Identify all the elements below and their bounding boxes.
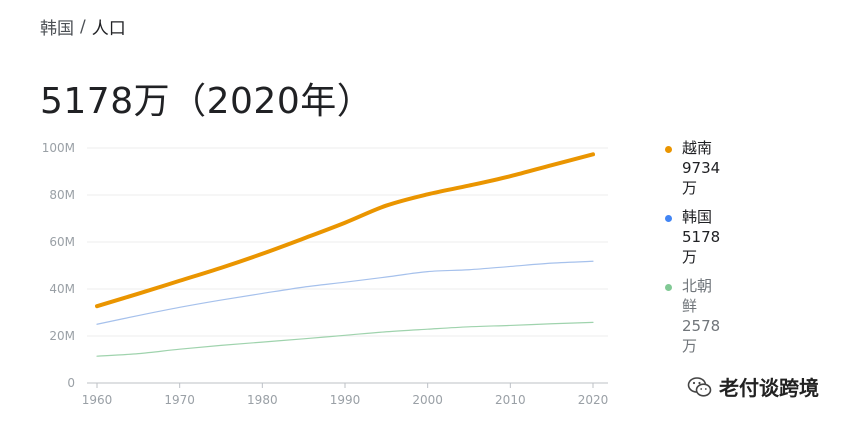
x-tick-label: 1960	[82, 393, 113, 407]
legend-dot-south-korea	[665, 215, 672, 222]
legend-label-north-korea: 北朝鲜	[682, 277, 713, 315]
x-tick-label: 2000	[412, 393, 443, 407]
legend-item-vietnam[interactable]: 越南 9734万	[665, 138, 755, 198]
legend-item-north-korea[interactable]: 北朝鲜 2578万	[665, 276, 755, 356]
legend-value-vietnam: 9734万	[682, 159, 721, 197]
breadcrumb-parent[interactable]: 韩国	[40, 19, 74, 39]
chart-legend: 越南 9734万 韩国 5178万 北朝鲜 2578万	[665, 138, 755, 365]
breadcrumb-separator: /	[80, 16, 86, 37]
legend-value-south-korea: 5178万	[682, 228, 721, 266]
legend-value-north-korea: 2578万	[682, 317, 721, 355]
y-tick-label: 40M	[49, 282, 75, 296]
legend-label-south-korea: 韩国	[682, 208, 713, 226]
series-line	[96, 260, 594, 325]
breadcrumb-current: 人口	[91, 19, 126, 39]
population-line-chart: 0 20M 40M 60M 80M 100M 1960 1970 1980 1990 2000 201…	[42, 141, 609, 407]
x-tick-label: 2010	[495, 393, 526, 407]
y-tick-label: 100M	[42, 141, 75, 155]
wechat-icon	[687, 376, 712, 397]
y-tick-label: 80M	[49, 188, 75, 202]
x-tick-label: 1980	[247, 393, 278, 407]
legend-dot-vietnam	[665, 146, 672, 153]
y-tick-label: 60M	[49, 235, 75, 249]
legend-dot-north-korea	[665, 284, 672, 291]
x-tick-label: 1990	[330, 393, 361, 407]
legend-label-vietnam: 越南	[682, 139, 713, 157]
series-line	[95, 152, 595, 309]
watermark: 老付谈跨境	[687, 372, 819, 401]
x-tick-label: 2020	[578, 393, 609, 407]
population-headline: 5178万（2020年）	[40, 81, 374, 122]
legend-item-south-korea[interactable]: 韩国 5178万	[665, 207, 755, 267]
x-tick-label: 1970	[164, 393, 195, 407]
y-tick-label: 0	[67, 376, 75, 390]
series-line	[96, 321, 594, 357]
watermark-text: 老付谈跨境	[719, 376, 819, 400]
breadcrumb: 韩国 / 人口	[40, 14, 126, 40]
y-tick-label: 20M	[49, 329, 75, 343]
